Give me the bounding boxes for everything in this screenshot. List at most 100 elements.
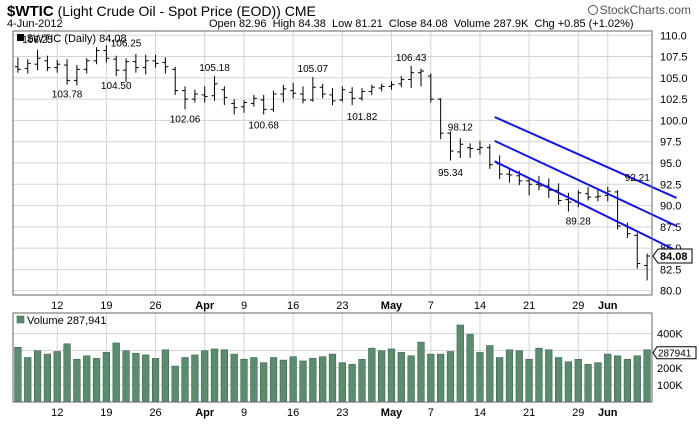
- x-tick-label: 29: [572, 300, 584, 312]
- high-label: High: [272, 18, 296, 30]
- volume-bar: [358, 358, 366, 403]
- volume-bar: [328, 353, 337, 403]
- volume-bar: [260, 362, 268, 403]
- y-tick-label: 110.0: [660, 30, 687, 42]
- trend-channel-line: [494, 116, 677, 199]
- x-tick-label: 14: [474, 407, 486, 419]
- x-tick-label: 19: [100, 407, 112, 419]
- volume-bar: [397, 352, 405, 403]
- trend-channel-line: [494, 139, 678, 227]
- volume-bar: [309, 358, 317, 403]
- volume-bar: [289, 356, 297, 403]
- y-tick-label: 102.5: [660, 94, 688, 106]
- volume-bar: [240, 358, 248, 403]
- volume-bar: [407, 355, 415, 403]
- x-tick-label: 14: [474, 300, 486, 312]
- volume-bar: [387, 348, 396, 403]
- x-tick-label: Apr: [195, 300, 215, 312]
- last-price-value: 84.08: [660, 251, 688, 263]
- volume-bar: [63, 343, 71, 403]
- volume-bar: [476, 352, 484, 403]
- x-tick-label: Jun: [598, 407, 618, 419]
- x-tick-label: 21: [523, 407, 535, 419]
- volume-bar: [269, 357, 278, 403]
- price-annotation: 105.07: [298, 64, 329, 75]
- symbol: $WTIC: [7, 3, 54, 20]
- x-tick-label: 9: [241, 407, 247, 419]
- last-volume-tag: [652, 346, 697, 360]
- last-price-tag: [652, 248, 693, 264]
- volume-bar: [14, 346, 22, 403]
- volume-bar: [338, 362, 346, 403]
- volume-bar: [220, 349, 228, 403]
- volume-bar: [427, 353, 435, 403]
- volume-bar: [201, 350, 209, 403]
- volume-tick-label: 200K: [657, 363, 683, 375]
- x-tick-label: 7: [428, 300, 434, 312]
- volume-bar: [594, 362, 602, 403]
- x-tick-label: 7: [428, 407, 434, 419]
- brand-watermark: StockCharts.com: [587, 3, 691, 17]
- low-label: Low: [331, 18, 353, 30]
- x-tick-label: 16: [287, 300, 299, 312]
- volume-bar: [584, 364, 592, 403]
- volume-bar: [633, 355, 641, 403]
- price-annotation: 92.21: [625, 173, 650, 184]
- x-tick-label: 12: [51, 300, 63, 312]
- price-annotation: 106.25: [22, 35, 53, 46]
- volume-bar: [132, 352, 140, 403]
- x-tick-label: Apr: [195, 407, 215, 419]
- y-tick-label: 97.5: [660, 137, 681, 149]
- price-annotation: 101.82: [347, 112, 378, 123]
- volume-bar: [112, 342, 120, 403]
- volume-bar: [151, 358, 160, 403]
- volume-value: 287.9K: [493, 18, 529, 30]
- x-tick-label: 21: [523, 300, 535, 312]
- x-tick-label: 23: [336, 300, 348, 312]
- volume-bar: [496, 357, 504, 403]
- volume-bar: [181, 357, 189, 403]
- y-tick-label: 82.5: [660, 264, 681, 276]
- close-value: 84.08: [420, 18, 448, 30]
- volume-bar: [319, 356, 327, 403]
- price-annotation: 106.25: [111, 38, 142, 49]
- chg-label: Chg: [534, 18, 555, 30]
- trend-channel-line: [494, 160, 678, 252]
- volume-bar: [446, 351, 455, 403]
- volume-bar: [623, 358, 632, 403]
- volume-bar: [515, 350, 523, 403]
- volume-bar: [613, 355, 622, 403]
- volume-bar: [643, 349, 651, 403]
- volume-bar: [24, 357, 32, 403]
- volume-bar: [279, 359, 287, 403]
- volume-bar: [102, 352, 110, 403]
- y-tick-label: 95.0: [660, 158, 681, 170]
- volume-bar: [230, 353, 238, 403]
- volume-bar: [83, 355, 91, 403]
- volume-legend-swatch: [16, 315, 25, 324]
- y-tick-label: 80.0: [660, 286, 681, 298]
- volume-bar: [348, 364, 356, 403]
- x-tick-label: 19: [100, 300, 112, 312]
- price-annotation: 102.06: [170, 114, 201, 125]
- x-tick-label: 23: [336, 407, 348, 419]
- price-legend-swatch: [17, 34, 24, 41]
- volume-bar: [210, 348, 219, 403]
- volume-bar: [73, 358, 81, 403]
- chart-title: $WTIC (Light Crude Oil - Spot Price (EOD…: [7, 3, 316, 20]
- price-annotation: 89.28: [566, 217, 591, 228]
- x-tick-label: 26: [149, 300, 161, 312]
- y-tick-label: 90.0: [660, 201, 681, 213]
- open-label: Open: [209, 18, 236, 30]
- price-annotation: 95.34: [438, 168, 463, 179]
- volume-bar: [250, 357, 258, 403]
- price-annotation: 106.43: [396, 53, 427, 64]
- price-panel-title: $WTIC (Daily) 84.08: [27, 33, 127, 45]
- volume-bar: [486, 345, 494, 403]
- x-tick-label: May: [381, 300, 403, 312]
- low-value: 81.21: [355, 18, 383, 30]
- x-tick-label: 29: [572, 407, 584, 419]
- volume-bar: [378, 350, 386, 403]
- volume-bar: [437, 353, 445, 403]
- stockcharts-logo-icon: [587, 5, 598, 15]
